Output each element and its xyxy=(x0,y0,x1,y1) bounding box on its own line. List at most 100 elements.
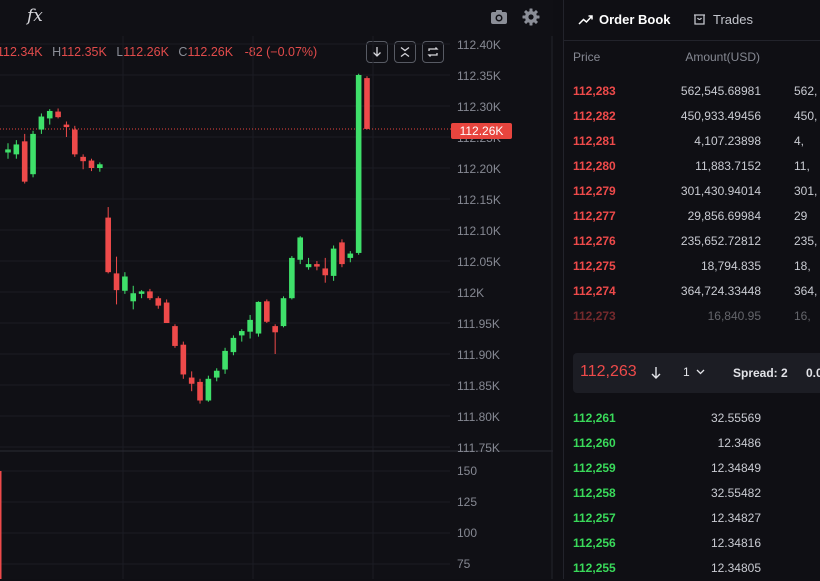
ask-row[interactable]: 112,273 16,840.95 16, xyxy=(564,304,820,329)
candle xyxy=(163,299,170,323)
volume-axis-label: 125 xyxy=(457,495,478,509)
bid-price: 112,257 xyxy=(573,511,616,525)
price-axis-label: 112.30K xyxy=(457,100,501,114)
candle xyxy=(130,285,137,310)
price-axis-label: 111.80K xyxy=(457,410,500,424)
candle xyxy=(46,109,53,125)
bid-price: 112,258 xyxy=(573,486,616,500)
candle xyxy=(197,378,203,404)
price-axis-label: 112.10K xyxy=(457,224,501,238)
bid-row[interactable]: 112,259 12.34849 xyxy=(564,456,820,481)
ask-row[interactable]: 112,274 364,724.33448 364, xyxy=(564,279,820,304)
ask-row[interactable]: 112,283 562,545.68981 562, xyxy=(564,79,820,104)
candle-body xyxy=(122,276,128,291)
ask-row[interactable]: 112,280 11,883.7152 11, xyxy=(564,154,820,179)
price-axis-label: 112.20K xyxy=(457,162,501,176)
candle xyxy=(264,299,270,323)
candle-body xyxy=(197,381,203,401)
ask-amount: 11,883.7152 xyxy=(695,159,761,173)
bid-amount: 12.34805 xyxy=(710,561,761,575)
reset-chart-button[interactable] xyxy=(422,41,444,63)
ask-row[interactable]: 112,275 18,794.835 18, xyxy=(564,254,820,279)
candle xyxy=(272,324,278,354)
bid-amount: 12.3486 xyxy=(717,436,761,450)
bid-row[interactable]: 112,258 32.55482 xyxy=(564,481,820,506)
ask-price: 112,275 xyxy=(573,259,616,273)
ask-amount: 364,724.33448 xyxy=(680,284,761,298)
candle-body xyxy=(355,75,362,253)
tick-size-select[interactable]: 1 xyxy=(683,365,705,379)
ask-price: 112,277 xyxy=(573,209,616,223)
chevron-down-icon xyxy=(696,369,705,375)
tab-trades[interactable]: Trades xyxy=(692,12,753,27)
candle xyxy=(305,257,312,270)
candle-body xyxy=(155,298,162,306)
price-axis-label: 112.40K xyxy=(457,38,501,52)
ask-total: 235, xyxy=(794,234,818,248)
bid-price: 112,260 xyxy=(573,436,616,450)
bid-row[interactable]: 112,257 12.34827 xyxy=(564,506,820,531)
change-value: -82 (−0.07%) xyxy=(244,45,318,59)
ask-row[interactable]: 112,281 4,107.23898 4, xyxy=(564,129,820,154)
candle-body xyxy=(188,377,195,384)
candle xyxy=(105,207,111,274)
price-axis-label: 111.85K xyxy=(457,379,500,393)
ask-row[interactable]: 112,276 235,652.72812 235, xyxy=(564,229,820,254)
candle-body xyxy=(113,273,120,291)
volume-axis-label: 75 xyxy=(457,557,471,571)
candle-body xyxy=(222,350,228,370)
candle-body xyxy=(322,268,329,276)
volume-axis-label: 100 xyxy=(457,526,478,540)
ask-total: 364, xyxy=(794,284,818,298)
ask-price: 112,279 xyxy=(573,184,616,198)
ask-price: 112,280 xyxy=(573,159,616,173)
candle xyxy=(247,314,253,339)
candle xyxy=(222,347,228,374)
candle-body xyxy=(330,248,337,276)
candlestick-chart[interactable] xyxy=(0,36,553,579)
candle xyxy=(339,239,345,268)
ask-total: 29 xyxy=(794,209,808,223)
bid-row[interactable]: 112,261 32.55569 xyxy=(564,406,820,431)
bid-row[interactable]: 112,256 12.34816 xyxy=(564,531,820,556)
open-value: 112.34K xyxy=(0,45,43,59)
ask-total: 18, xyxy=(794,259,811,273)
ask-amount: 29,856.69984 xyxy=(687,209,761,223)
indicators-button[interactable]: fx xyxy=(27,6,43,26)
candle-body xyxy=(289,257,295,299)
collapse-button[interactable] xyxy=(394,41,416,63)
price-axis-label: 112.35K xyxy=(457,69,501,83)
candle xyxy=(88,158,95,172)
high-label: H xyxy=(52,45,62,59)
ask-amount: 4,107.23898 xyxy=(694,134,761,148)
bid-row[interactable]: 112,260 12.3486 xyxy=(564,431,820,456)
candle-body xyxy=(172,326,178,346)
ask-price: 112,283 xyxy=(573,84,616,98)
ask-price: 112,276 xyxy=(573,234,616,248)
scroll-to-latest-button[interactable] xyxy=(366,41,388,63)
candle xyxy=(238,329,245,342)
bid-price: 112,259 xyxy=(573,461,616,475)
ask-row[interactable]: 112,279 301,430.94014 301, xyxy=(564,179,820,204)
camera-icon[interactable] xyxy=(490,9,508,25)
candle xyxy=(13,140,20,159)
tab-order-book[interactable]: Order Book xyxy=(578,12,671,27)
reset-icon xyxy=(427,47,439,57)
candle-body xyxy=(205,378,212,401)
bid-row[interactable]: 112,255 12.34805 xyxy=(564,556,820,581)
chart-panel: fx 112.34K H 112.35K L 112.26K xyxy=(0,6,553,579)
bid-amount: 32.55569 xyxy=(710,411,761,425)
arrow-down-icon xyxy=(651,367,661,379)
ask-total: 4, xyxy=(794,134,805,148)
ask-row[interactable]: 112,277 29,856.69984 29 xyxy=(564,204,820,229)
candle xyxy=(147,288,153,301)
trend-up-icon xyxy=(578,15,593,25)
ask-row[interactable]: 112,282 450,933.49456 450, xyxy=(564,104,820,129)
gear-icon[interactable] xyxy=(522,8,540,26)
candle xyxy=(230,335,237,356)
low-label: L xyxy=(116,45,124,59)
close-value: 112.26K xyxy=(187,45,234,59)
candle-body xyxy=(280,298,287,327)
bid-amount: 12.34849 xyxy=(710,461,761,475)
candle xyxy=(180,341,187,379)
